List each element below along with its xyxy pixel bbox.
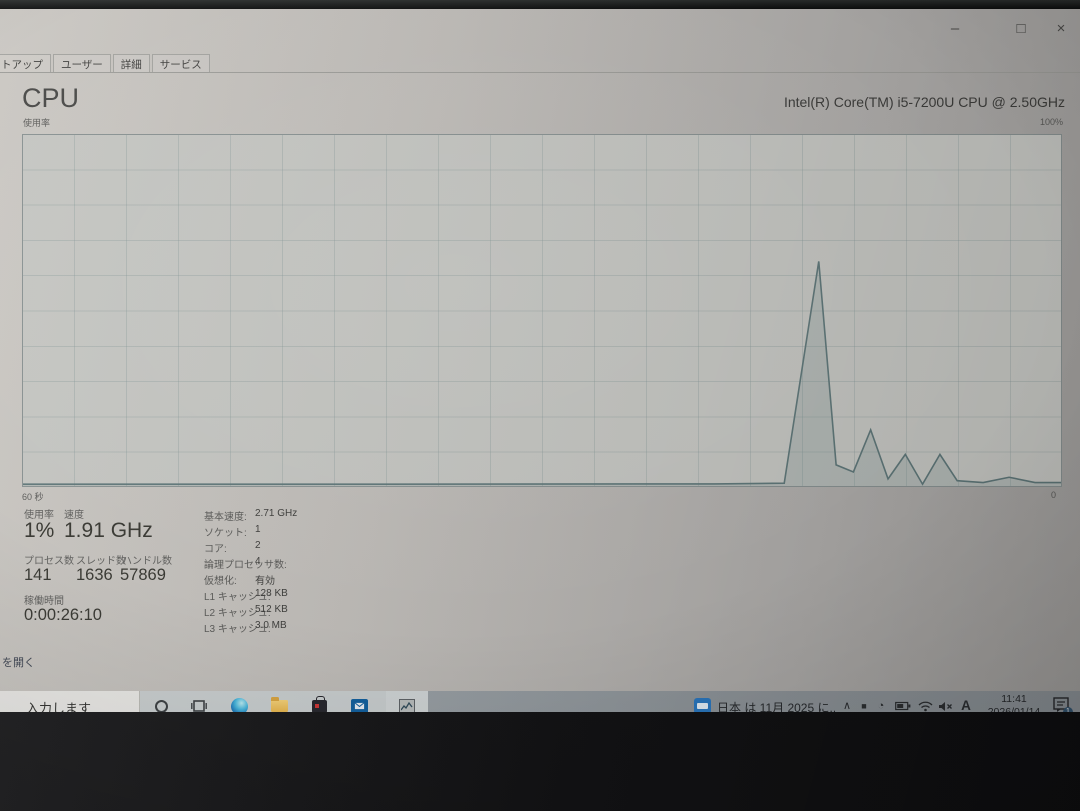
- stat-processes-value: 141: [24, 566, 52, 584]
- stat-handles-value: 57869: [120, 566, 166, 584]
- spec-value: 2.71 GHz: [255, 508, 298, 519]
- cortana-icon: [154, 699, 168, 713]
- open-resource-monitor-link[interactable]: を開く: [2, 657, 35, 669]
- cpu-usage-area: [23, 261, 1061, 486]
- spec-sockets: ソケット: 1: [204, 524, 534, 540]
- edge-icon: [230, 697, 248, 715]
- cpu-usage-chart[interactable]: [22, 134, 1062, 487]
- spec-label: L2 キャッシュ:: [204, 608, 271, 619]
- page-title: CPU: [22, 83, 80, 113]
- laptop-bezel-top: [0, 0, 1080, 9]
- screen: – □ × トアップ ユーザー 詳細 サービス CPU Intel(R) Cor…: [0, 9, 1080, 721]
- action-center-icon: [1053, 697, 1069, 712]
- cpu-model: Intel(R) Core(TM) i5-7200U CPU @ 2.50GHz: [783, 94, 1065, 110]
- laptop-bezel-bottom: mouse: [0, 712, 1080, 811]
- store-icon: [311, 695, 327, 713]
- tray-status-icon[interactable]: ◔: [877, 700, 885, 712]
- spec-value: 512 KB: [255, 604, 288, 615]
- y-max-label: 100%: [1039, 117, 1063, 127]
- clock-time: 11:41: [1001, 693, 1027, 705]
- task-view-button[interactable]: [180, 691, 218, 721]
- news-widget-icon[interactable]: [694, 698, 711, 714]
- spec-virtualization: 仮想化: 有効: [204, 572, 534, 588]
- usage-axis-label: 使用率: [23, 118, 51, 128]
- task-manager-icon: [399, 699, 415, 713]
- spec-l1-cache: L1 キャッシュ: 128 KB: [204, 588, 534, 604]
- stat-uptime-value: 0:00:26:10: [24, 606, 102, 624]
- tab-details[interactable]: 詳細: [112, 54, 150, 73]
- file-explorer-icon: [270, 697, 288, 712]
- store-button[interactable]: [300, 691, 338, 721]
- spec-logical-processors: 論理プロセッサ数: 4: [204, 556, 534, 572]
- spec-value: 有効: [255, 576, 275, 587]
- stat-handles-label: ハンドル数: [122, 556, 172, 567]
- spec-label: L1 キャッシュ:: [204, 592, 271, 603]
- mail-icon: [350, 698, 368, 714]
- stat-speed-label: 速度: [64, 510, 84, 521]
- close-button[interactable]: ×: [1056, 20, 1066, 37]
- spec-l3-cache: L3 キャッシュ: 3.0 MB: [204, 620, 534, 636]
- tray-app-icon[interactable]: ■: [861, 701, 867, 711]
- battery-icon[interactable]: [895, 691, 911, 721]
- spec-value: 2: [255, 540, 261, 551]
- stat-usage-value: 1%: [24, 519, 55, 542]
- x-axis-window-label: 60 秒: [22, 492, 44, 502]
- tab-users[interactable]: ユーザー: [53, 54, 111, 73]
- hidden-icons-chevron[interactable]: ∧: [842, 700, 852, 712]
- volume-muted-icon[interactable]: [938, 691, 954, 721]
- stat-usage-label: 使用率: [24, 510, 54, 521]
- ime-mode-indicator[interactable]: A: [961, 698, 971, 713]
- stat-uptime-label: 稼働時間: [24, 596, 64, 607]
- action-center-button[interactable]: [1053, 697, 1073, 717]
- maximize-button[interactable]: □: [1016, 20, 1026, 37]
- spec-label: 基本速度:: [204, 512, 247, 523]
- spec-label: ソケット:: [204, 528, 247, 539]
- stat-threads-label: スレッド数: [76, 556, 126, 567]
- spec-label: 論理プロセッサ数:: [204, 560, 287, 571]
- file-explorer-button[interactable]: [260, 691, 298, 721]
- news-widget-text[interactable]: 日本 は 11月 2025 に...: [717, 701, 835, 715]
- stat-speed-value: 1.91 GHz: [64, 519, 153, 542]
- mail-button[interactable]: [340, 691, 378, 721]
- stat-processes-label: プロセス数: [24, 556, 74, 567]
- tab-services[interactable]: サービス: [151, 54, 210, 73]
- spec-value: 4: [255, 556, 261, 567]
- spec-label: 仮想化:: [204, 576, 237, 587]
- task-view-icon: [191, 700, 207, 712]
- spec-base-speed: 基本速度: 2.71 GHz: [204, 508, 534, 524]
- tab-strip-divider: [0, 72, 1080, 73]
- spec-value: 3.0 MB: [255, 620, 287, 631]
- cpu-usage-line: [23, 261, 1061, 486]
- stat-threads-value: 1636: [76, 566, 113, 584]
- minimize-button[interactable]: –: [950, 20, 960, 37]
- wifi-icon[interactable]: [918, 691, 933, 721]
- spec-value: 1: [255, 524, 261, 535]
- tab-startup[interactable]: トアップ: [0, 54, 51, 73]
- spec-l2-cache: L2 キャッシュ: 512 KB: [204, 604, 534, 620]
- tab-strip: トアップ ユーザー 詳細 サービス: [0, 54, 212, 73]
- cortana-button[interactable]: [142, 691, 180, 721]
- spec-label: L3 キャッシュ:: [204, 624, 271, 635]
- spec-label: コア:: [204, 544, 227, 555]
- y-min-label: 0: [1051, 490, 1057, 500]
- spec-value: 128 KB: [255, 588, 288, 599]
- spec-cores: コア: 2: [204, 540, 534, 556]
- edge-button[interactable]: [220, 691, 258, 721]
